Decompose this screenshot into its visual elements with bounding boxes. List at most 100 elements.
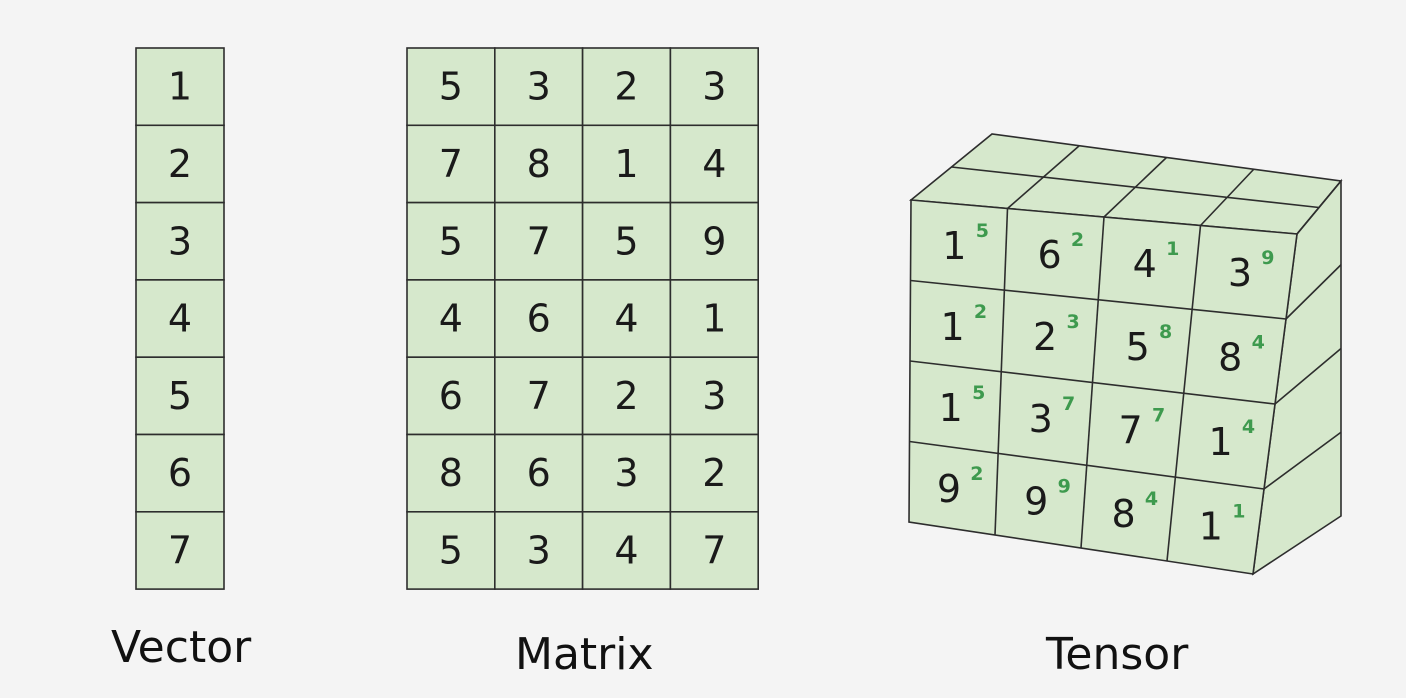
tensor-front-gridline [909, 440, 1265, 490]
matrix-cell [406, 433, 496, 513]
tensor-value: 1 [1208, 420, 1232, 464]
matrix-value: 4 [702, 142, 726, 186]
matrix-cell [669, 201, 760, 281]
matrix-value: 3 [527, 528, 551, 572]
matrix-value: 5 [439, 528, 463, 572]
matrix-value: 4 [614, 528, 638, 572]
tensor-top-gridline [1006, 145, 1080, 210]
vector-cell [135, 433, 225, 513]
matrix-value: 8 [439, 451, 463, 495]
vector-value: 6 [168, 451, 192, 495]
tensor-exponent: 1 [1232, 500, 1245, 522]
matrix-figure: 5 3 2 3 7 8 1 4 5 7 5 9 4 6 4 1 6 7 2 3 8 6 3 2 5 3 4 7 [406, 47, 760, 590]
matrix-cell [406, 47, 496, 127]
tensor-top-gridline [1103, 156, 1168, 218]
tensor-side-gridline [1285, 264, 1342, 320]
tensor-top-gridline [1199, 168, 1255, 227]
matrix-cell [581, 279, 672, 358]
matrix-label: Matrix [515, 629, 654, 680]
tensor-value: 3 [1029, 397, 1053, 441]
tensor-exponent: 5 [976, 220, 989, 242]
tensor-value: 4 [1133, 242, 1157, 286]
matrix-value: 7 [702, 528, 726, 572]
matrix-cell [669, 433, 760, 513]
tensor-value: 7 [1119, 409, 1143, 453]
matrix-value: 1 [702, 297, 726, 341]
tensor-label: Tensor [1046, 629, 1189, 680]
matrix-cell [406, 201, 496, 281]
tensor-side-gridline [1263, 431, 1342, 490]
tensor-value: 8 [1111, 492, 1135, 536]
matrix-value: 4 [614, 297, 638, 341]
tensor-exponent: 2 [1071, 229, 1084, 251]
vector-cell [135, 47, 225, 127]
matrix-value: 8 [527, 142, 551, 186]
matrix-value: 3 [614, 451, 638, 495]
tensor-value: 1 [939, 386, 963, 430]
matrix-cell [493, 433, 584, 513]
matrix-value: 3 [527, 65, 551, 109]
vector-cell [135, 279, 225, 358]
matrix-cell [581, 510, 672, 590]
tensor-front-gridline [909, 360, 1276, 405]
matrix-cell [581, 201, 672, 281]
tensor-value: 1 [942, 224, 966, 268]
matrix-value: 6 [527, 451, 551, 495]
matrix-value: 7 [527, 374, 551, 418]
tensor-top-gridline [1296, 180, 1342, 235]
tensor-value: 2 [1033, 315, 1057, 359]
matrix-value: 5 [614, 219, 638, 263]
vector-cell [135, 124, 225, 204]
tensor-value: 5 [1126, 325, 1150, 369]
matrix-value: 4 [439, 297, 463, 341]
tensor-value: 3 [1228, 251, 1252, 295]
tensor-exponent: 5 [972, 382, 985, 404]
tensor-exponent: 1 [1166, 238, 1179, 260]
matrix-cell [406, 124, 496, 204]
tensor-exponent: 2 [974, 301, 987, 323]
tensor-value: 9 [937, 467, 961, 511]
matrix-value: 7 [439, 142, 463, 186]
matrix-value: 9 [702, 219, 726, 263]
tensor-exponent: 7 [1062, 393, 1075, 415]
matrix-cell [493, 201, 584, 281]
matrix-cell [493, 279, 584, 358]
tensor-exponent: 8 [1159, 321, 1172, 343]
matrix-value: 3 [702, 374, 726, 418]
tensor-value: 1 [940, 305, 964, 349]
tensor-exponent: 4 [1252, 331, 1265, 353]
tensor-exponent: 9 [1261, 247, 1274, 269]
matrix-cell [669, 510, 760, 590]
matrix-value: 2 [702, 451, 726, 495]
vector-cell [135, 201, 225, 281]
vector-value: 4 [168, 297, 192, 341]
matrix-value: 5 [439, 219, 463, 263]
matrix-value: 2 [614, 65, 638, 109]
tensor-side-gridline [1274, 347, 1342, 405]
matrix-cell [406, 279, 496, 358]
tensor-exponent: 3 [1066, 311, 1079, 333]
vector-value: 1 [168, 65, 192, 109]
vector-value: 2 [168, 142, 192, 186]
tensor-exponent: 4 [1145, 488, 1158, 510]
tensor-exponent: 7 [1152, 405, 1165, 427]
tensor-value: 6 [1037, 233, 1061, 277]
tensor-value: 9 [1024, 479, 1048, 523]
matrix-value: 2 [614, 374, 638, 418]
vector-cell [135, 510, 225, 590]
tensor-exponent: 2 [970, 463, 983, 485]
matrix-value: 1 [614, 142, 638, 186]
tensor-value: 1 [1199, 504, 1223, 548]
matrix-value: 6 [527, 297, 551, 341]
matrix-cell [581, 124, 672, 204]
tensor-exponent: 4 [1242, 416, 1255, 438]
tensor-front-gridline [910, 279, 1287, 320]
tensor-value: 8 [1218, 335, 1242, 379]
tensor-figure: 1 56 24 13 91 22 35 88 41 53 77 71 49 29 98 41 1 [908, 133, 1343, 576]
tensor-exponent: 9 [1058, 475, 1071, 497]
vector-value: 5 [168, 374, 192, 418]
vector-value: 3 [168, 219, 192, 263]
matrix-cell [669, 356, 760, 436]
matrix-value: 5 [439, 65, 463, 109]
